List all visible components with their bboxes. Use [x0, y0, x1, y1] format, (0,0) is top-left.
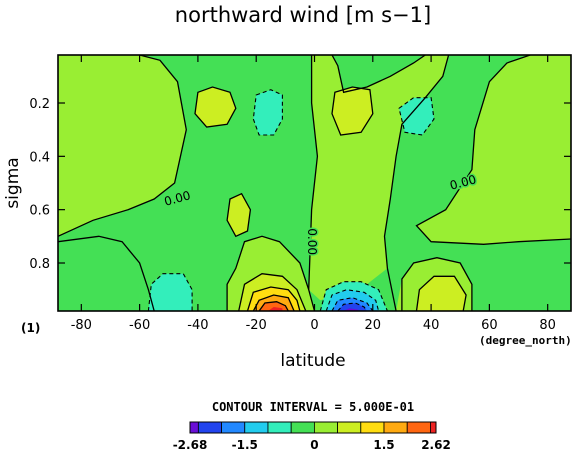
- region-left-upper: [58, 55, 187, 237]
- contour-fills: [58, 55, 571, 311]
- contour-neg-blob-1: [252, 89, 283, 136]
- x-tick-label: -60: [129, 318, 150, 333]
- colorbar-tick-label: -2.68: [173, 438, 208, 452]
- contour-jet-neg-4: [337, 302, 368, 311]
- contour-zero-center-right: [331, 55, 426, 94]
- contour-jet-pos-3: [252, 294, 295, 311]
- y-tick-label: 0.4: [29, 150, 50, 165]
- contour-label: 0.00: [305, 228, 319, 255]
- x-tick-label: -20: [246, 318, 267, 333]
- region-lower-left-min: [148, 273, 193, 311]
- x-tick-label: 20: [365, 318, 382, 333]
- region-minor-max-1: [227, 193, 251, 237]
- contour-pos-blob-4: [415, 275, 467, 311]
- region-upper-min-1: [253, 89, 283, 135]
- y-axis-label: sigma: [3, 157, 23, 208]
- colorbar-swatch: [189, 421, 199, 434]
- colorbar-tick-label: 0: [310, 438, 318, 452]
- x-tick-label: 80: [539, 318, 556, 333]
- contour-pos-blob-2: [331, 86, 374, 136]
- x-axis-units: (degree_north): [479, 334, 572, 347]
- colorbar-swatch: [430, 421, 437, 434]
- contour-jet-pos-2: [246, 286, 301, 311]
- contour-jet-neg-2: [325, 289, 380, 311]
- contour-jet-neg-3: [331, 297, 374, 311]
- colorbar-swatch: [244, 421, 269, 434]
- colorbar-swatch: [290, 421, 315, 434]
- colorbar-swatch: [360, 421, 385, 434]
- x-axis-ticks: -80 -60 -40 -20 0 20 40 60 80: [71, 55, 556, 333]
- region-upper-left-max: [195, 87, 236, 127]
- contour-pos-blob-5: [401, 257, 473, 311]
- x-tick-label: 60: [481, 318, 498, 333]
- contour-zero-right: [415, 55, 571, 245]
- colorbar-swatch: [313, 421, 339, 434]
- contour-interval-text: CONTOUR INTERVAL = 5.000E-01: [212, 400, 414, 414]
- contour-zero-center-east: [383, 55, 450, 311]
- region-jet-pos-5: [267, 307, 283, 311]
- region-right-upper: [416, 55, 571, 245]
- chart-title: northward wind [m s−1]: [175, 3, 431, 27]
- y-tick-label: 0.6: [29, 204, 50, 219]
- colorbar: -2.68 -1.5 0 1.5 2.62: [173, 421, 451, 452]
- contour-jet-neg-1: [319, 281, 388, 311]
- colorbar-swatch: [267, 421, 292, 434]
- colorbar-swatch: [337, 421, 362, 434]
- y-note: (1): [21, 321, 40, 335]
- contour-zero-left-lower: [58, 235, 155, 311]
- contour-zero-lower-left-center: [226, 235, 310, 311]
- y-axis-ticks: 0.2 0.4 0.6 0.8: [29, 97, 571, 272]
- y-tick-label: 0.2: [29, 97, 50, 112]
- colorbar-swatch: [406, 421, 431, 434]
- contour-zero-left: [58, 55, 187, 237]
- colorbar-frame: [189, 421, 437, 434]
- contour-neg-blob-2: [398, 97, 435, 136]
- x-tick-label: -80: [71, 318, 92, 333]
- x-tick-label: 40: [423, 318, 440, 333]
- region-left-lower: [58, 236, 155, 311]
- colorbar-tick-label: -1.5: [232, 438, 258, 452]
- contour-pos-blob-1: [194, 86, 237, 128]
- plot-area: 0.000.000.00 -80 -60 -40 -20 0 20 40 60 80 0.20.…: [29, 54, 572, 333]
- region-upper-center-max: [332, 87, 373, 135]
- contour-lines: [58, 55, 571, 311]
- region-upper-min-2: [399, 97, 434, 135]
- colorbar-tick-label: 1.5: [373, 438, 394, 452]
- x-tick-label: -40: [187, 318, 208, 333]
- contour-neg-blob-3: [147, 273, 193, 311]
- contour-jet-pos-4: [258, 301, 289, 311]
- colorbar-tick-label: 2.62: [421, 438, 451, 452]
- contour-jet-pos-1: [238, 273, 307, 311]
- x-tick-label: 0: [310, 318, 318, 333]
- region-lower-right-max: [416, 276, 467, 311]
- region-jet-neg-4: [337, 303, 367, 311]
- contour-pos-blob-3: [226, 192, 252, 238]
- colorbar-swatch: [197, 421, 222, 434]
- colorbar-swatch: [221, 421, 246, 434]
- colorbar-swatch: [383, 421, 408, 434]
- y-tick-label: 0.8: [29, 257, 50, 272]
- x-axis-label: latitude: [280, 351, 345, 371]
- contour-zero-center-left: [308, 55, 319, 311]
